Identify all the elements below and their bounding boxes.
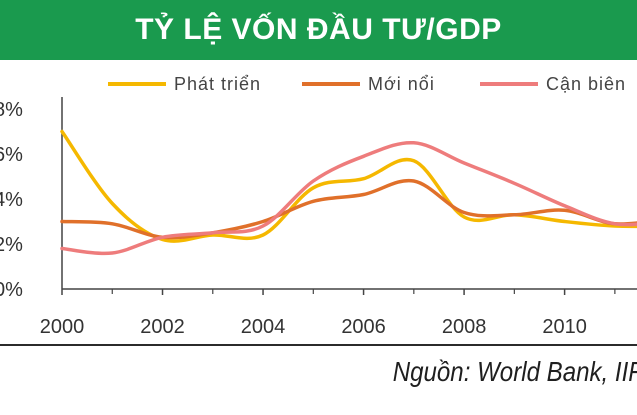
legend-label: Phát triển <box>174 74 261 94</box>
y-tick-label: 2% <box>0 234 23 256</box>
y-tick-label: 0% <box>0 279 23 301</box>
y-tick-labels: 0% 2% 4% 6% 8% <box>0 99 23 301</box>
chart-title: TỶ LỆ VỐN ĐẦU TƯ/GDP <box>135 13 502 46</box>
x-tick-label: 2002 <box>140 316 185 338</box>
series-lines <box>60 129 637 256</box>
x-tick-label: 2006 <box>341 316 386 338</box>
axes <box>61 97 637 290</box>
x-tick-label: 2010 <box>542 316 587 338</box>
y-tick-label: 8% <box>0 99 23 121</box>
title-banner <box>0 0 637 60</box>
legend-label: Mới nổi <box>368 74 435 94</box>
x-tick-label: 2004 <box>241 316 286 338</box>
series-line-2 <box>60 178 637 240</box>
source-note: Nguồn: World Bank, IIF <box>392 356 637 387</box>
x-tick-label: 2000 <box>40 316 85 338</box>
series-line-1 <box>60 129 637 243</box>
legend-label: Cận biên <box>546 74 626 94</box>
y-tick-label: 4% <box>0 189 23 211</box>
divider-line <box>0 344 637 346</box>
series-line-3 <box>60 141 637 256</box>
x-tick-label: 2008 <box>442 316 487 338</box>
y-tick-label: 6% <box>0 144 23 166</box>
legend: Phát triển Mới nổi Cận biên <box>108 74 626 94</box>
x-tick-labels: 2000200220042006200820102012 <box>40 289 616 338</box>
line-chart: 0%2%4%6%8% 2000200220042006200820102012 … <box>0 74 637 338</box>
